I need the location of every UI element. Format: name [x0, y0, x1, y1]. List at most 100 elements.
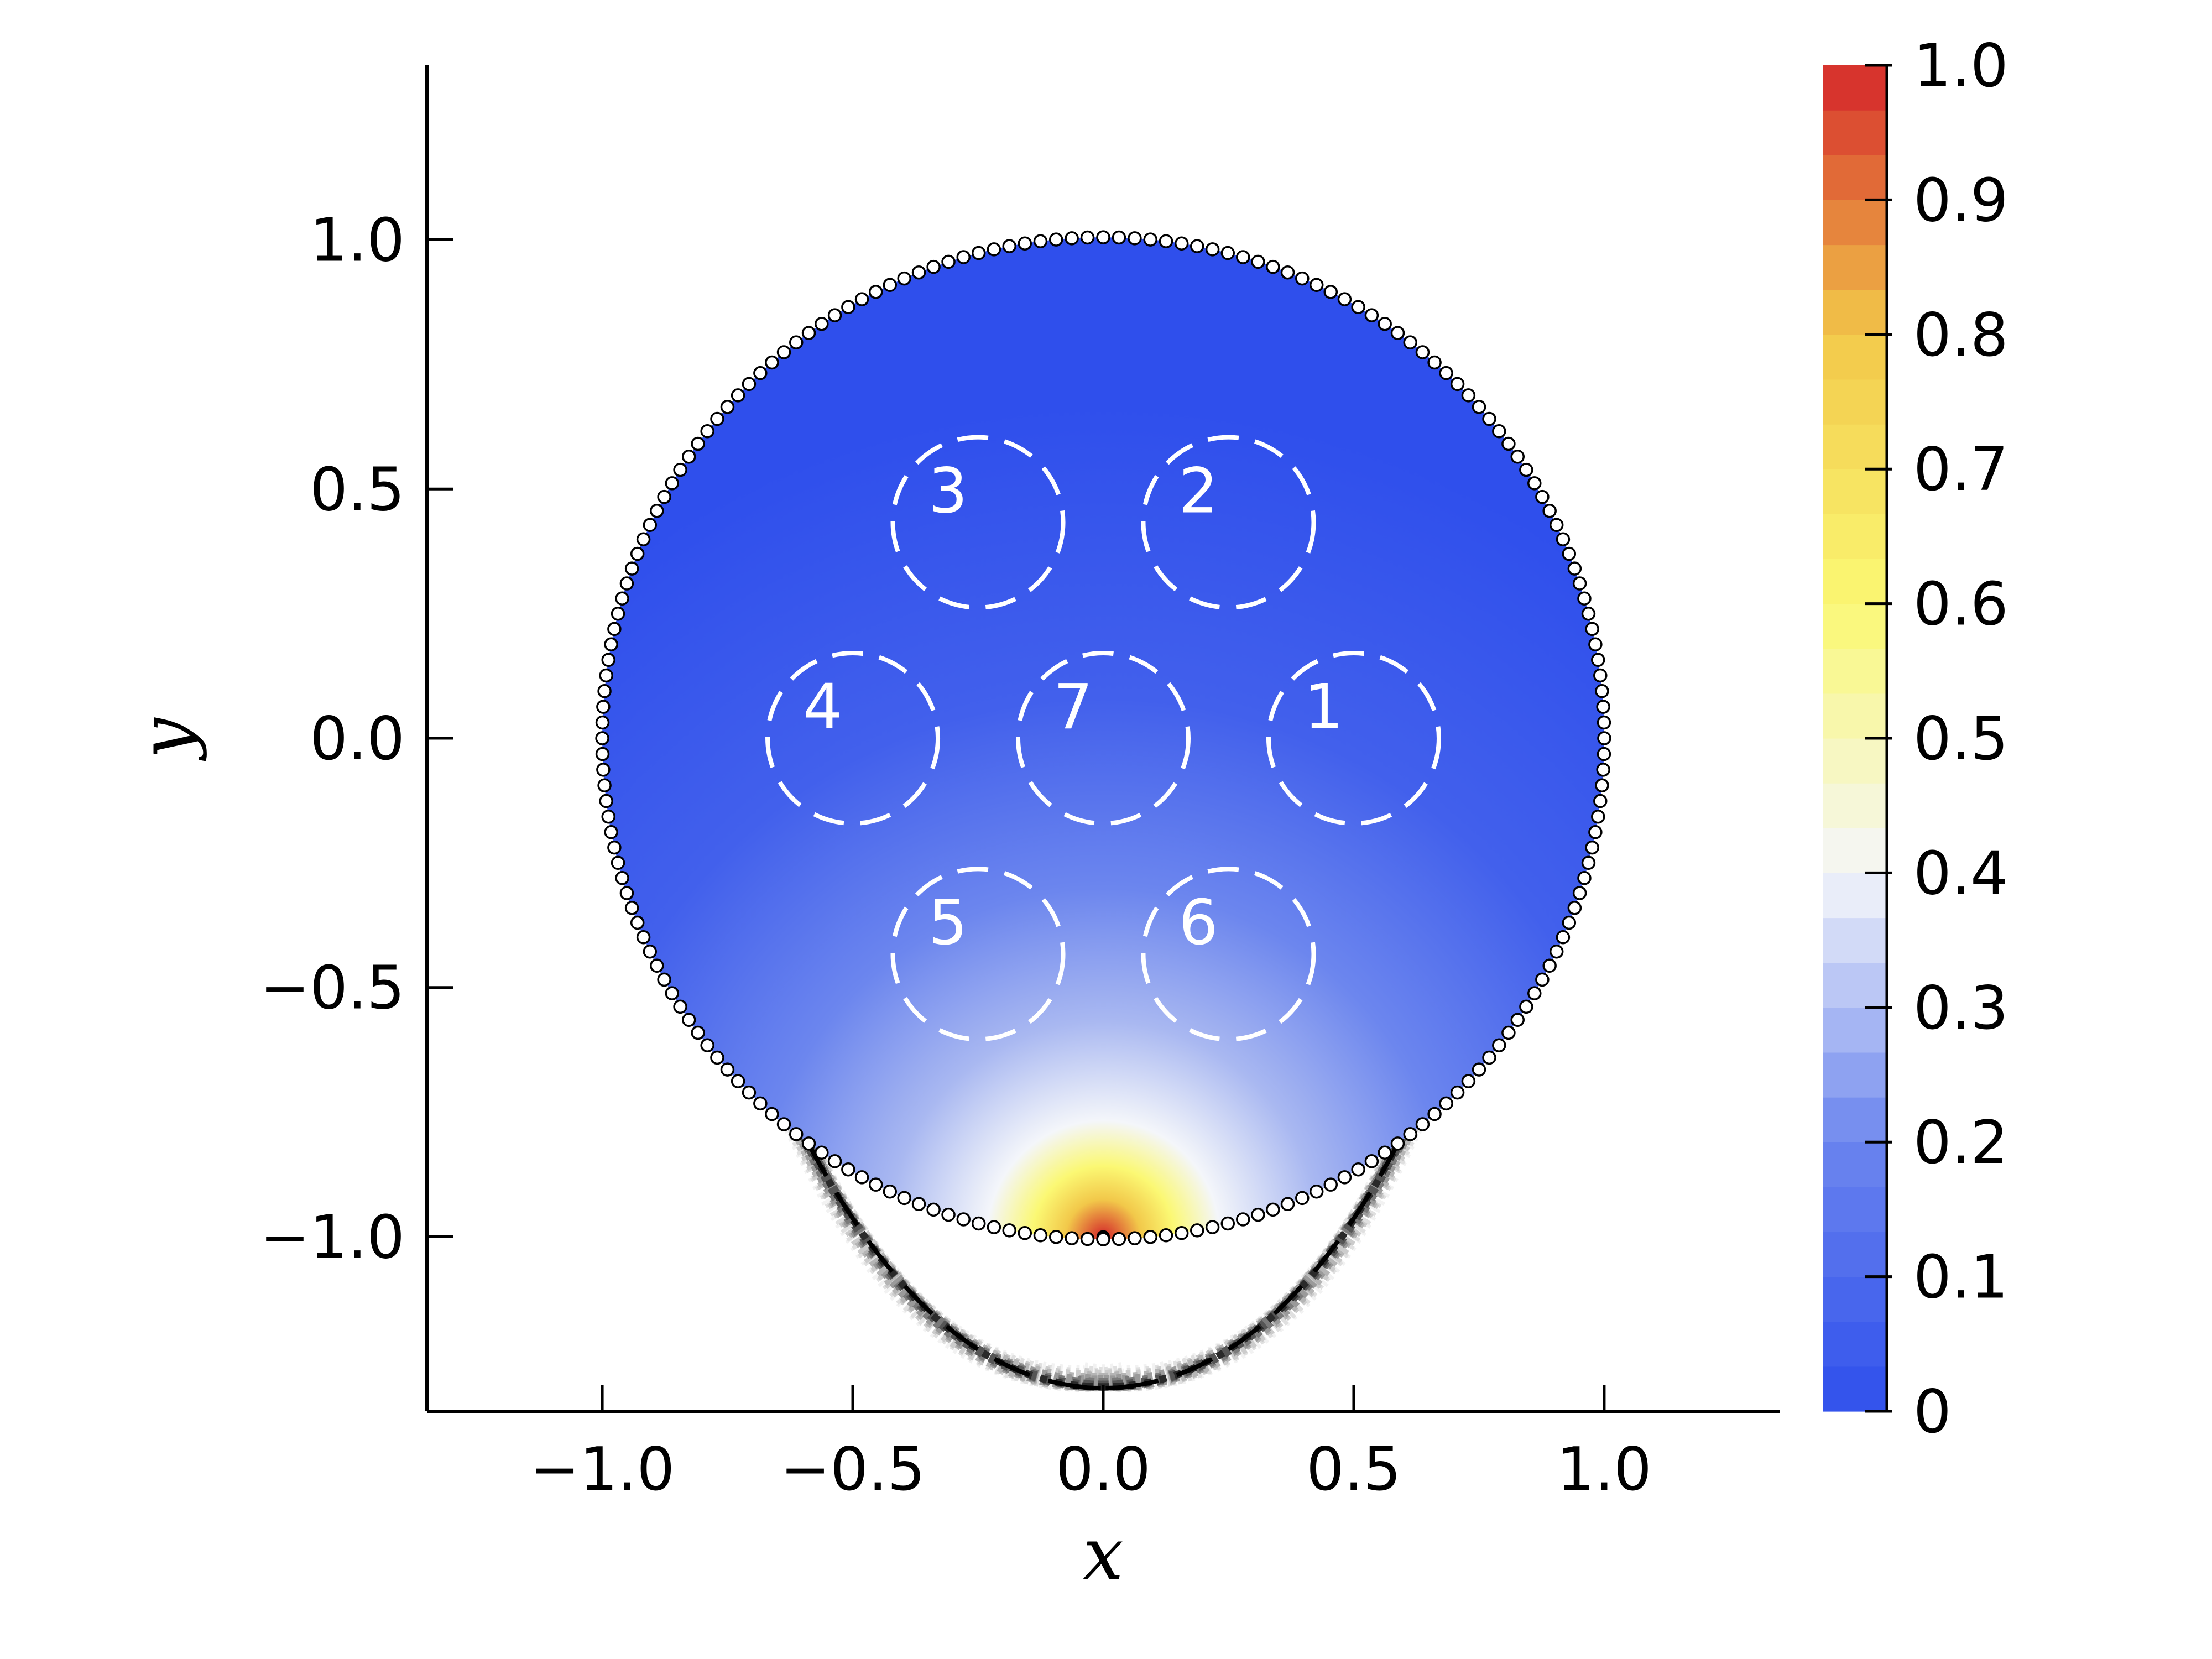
boundary-marker	[1096, 1232, 1110, 1246]
boundary-marker	[643, 518, 658, 533]
boundary-marker	[1403, 1127, 1417, 1141]
colorbar-level	[1823, 873, 1887, 919]
boundary-marker	[615, 591, 629, 606]
boundary-marker	[1205, 242, 1220, 257]
boundary-marker	[1567, 561, 1582, 576]
boundary-marker	[1556, 532, 1571, 546]
colorbar-tick-label: 0.2	[1913, 1108, 2008, 1177]
boundary-marker	[607, 840, 622, 855]
x-axis-label: x	[1083, 1512, 1123, 1596]
boundary-marker	[883, 1184, 898, 1199]
colorbar-level	[1823, 917, 1887, 963]
boundary-marker	[710, 1050, 724, 1065]
boundary-marker	[1002, 239, 1016, 253]
boundary-marker	[595, 715, 610, 730]
colorbar-level	[1823, 1007, 1887, 1053]
boundary-marker	[595, 747, 610, 761]
boundary-marker	[971, 246, 986, 260]
boundary-marker	[1220, 1216, 1235, 1231]
boundary-marker	[1588, 825, 1603, 839]
boundary-marker	[595, 731, 609, 745]
colorbar-level	[1823, 1276, 1887, 1322]
colorbar: 0 0.1 0.2 0.3 0.4 0.5 0.6 0.7 0.8 0.9 1.0	[1823, 32, 2008, 1447]
boundary-marker	[601, 653, 615, 667]
boundary-marker	[665, 476, 679, 491]
boundary-marker	[1080, 1232, 1095, 1246]
boundary-marker	[681, 450, 696, 464]
region-label-5: 5	[928, 887, 968, 959]
boundary-marker	[956, 1212, 971, 1227]
colorbar-level	[1823, 424, 1887, 469]
x-tick-label: 0.0	[1056, 1435, 1151, 1504]
boundary-marker	[1174, 236, 1189, 251]
boundary-marker	[854, 1170, 869, 1185]
boundary-marker	[1501, 436, 1516, 451]
boundary-marker	[827, 308, 842, 322]
boundary-marker	[1112, 230, 1126, 245]
boundary-marker	[601, 809, 615, 824]
boundary-marker	[1596, 700, 1610, 714]
boundary-marker	[1235, 1212, 1250, 1227]
colorbar-tick-label: 1.0	[1913, 32, 2008, 101]
colorbar-tick-label: 0	[1913, 1378, 1952, 1447]
boundary-marker	[1439, 1096, 1453, 1111]
boundary-marker	[1266, 259, 1280, 274]
colorbar-level	[1823, 1097, 1887, 1142]
region-label-2: 2	[1178, 456, 1218, 528]
boundary-marker	[1048, 232, 1063, 247]
boundary-marker	[776, 345, 791, 359]
y-tick-label: 0.0	[310, 705, 405, 774]
boundary-marker	[1472, 1062, 1486, 1077]
boundary-marker	[710, 411, 724, 426]
colorbar-level	[1823, 110, 1887, 155]
x-tick-label: 0.5	[1306, 1435, 1401, 1504]
boundary-marker	[815, 316, 829, 331]
y-tick-label: −0.5	[260, 954, 405, 1023]
boundary-marker	[1143, 232, 1158, 247]
boundary-marker	[1378, 316, 1392, 331]
boundary-marker	[1018, 1226, 1032, 1240]
y-tick-label: 0.5	[310, 455, 405, 524]
boundary-marker	[1562, 915, 1577, 930]
boundary-marker	[1450, 1085, 1465, 1100]
boundary-marker	[1519, 462, 1533, 477]
boundary-marker	[1577, 591, 1592, 606]
boundary-marker	[897, 1191, 911, 1206]
colorbar-level	[1823, 828, 1887, 873]
boundary-marker	[1018, 236, 1032, 251]
boundary-marker	[1002, 1223, 1016, 1238]
boundary-marker	[1280, 1197, 1295, 1212]
wake-curve	[1073, 1141, 1401, 1390]
boundary-marker	[1174, 1226, 1189, 1240]
boundary-marker	[1323, 1177, 1338, 1192]
colorbar-level	[1823, 1052, 1887, 1098]
boundary-marker	[1595, 778, 1609, 793]
boundary-marker	[720, 1062, 735, 1077]
colorbar-level	[1823, 1366, 1887, 1412]
boundary-marker	[1591, 809, 1605, 824]
boundary-marker	[753, 366, 768, 380]
boundary-marker	[1577, 870, 1592, 885]
colorbar-tick-label: 0.3	[1913, 974, 2008, 1043]
boundary-marker	[789, 335, 804, 349]
boundary-marker	[1128, 1231, 1142, 1245]
boundary-marker	[1596, 763, 1610, 777]
boundary-marker	[1427, 1107, 1442, 1121]
boundary-marker	[1597, 731, 1611, 745]
y-axis-label: y	[124, 717, 208, 761]
region-label-7: 7	[1053, 671, 1093, 743]
boundary-marker	[1403, 335, 1417, 349]
boundary-marker	[1033, 1228, 1048, 1243]
boundary-marker	[1295, 1191, 1310, 1206]
boundary-marker	[911, 265, 926, 280]
boundary-marker	[926, 1202, 941, 1217]
boundary-marker	[742, 377, 757, 392]
boundary-marker	[956, 250, 971, 264]
region-label-4: 4	[803, 671, 842, 743]
boundary-marker	[941, 1207, 956, 1222]
boundary-marker	[1519, 999, 1533, 1014]
boundary-marker	[619, 576, 634, 591]
region-circle-4	[765, 650, 941, 826]
boundary-marker	[789, 1127, 804, 1141]
